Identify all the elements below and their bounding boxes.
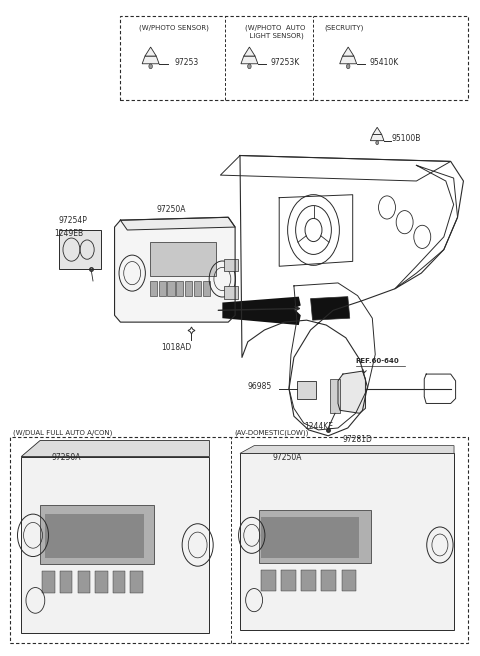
Polygon shape <box>241 56 258 64</box>
Bar <box>40 505 154 564</box>
Bar <box>120 16 468 100</box>
Bar <box>95 571 108 593</box>
Text: (AV-DOMESTIC(LOW)): (AV-DOMESTIC(LOW)) <box>234 430 309 436</box>
Bar <box>150 281 157 296</box>
Text: REF.60-640: REF.60-640 <box>356 358 399 364</box>
Text: 97254P: 97254P <box>59 216 87 225</box>
Bar <box>224 286 238 298</box>
Polygon shape <box>338 371 365 413</box>
Bar <box>261 517 360 558</box>
Bar <box>176 281 183 296</box>
Text: (W/PHOTO SENSOR): (W/PHOTO SENSOR) <box>139 24 209 31</box>
Polygon shape <box>120 217 235 230</box>
Text: 97250A: 97250A <box>273 453 302 462</box>
Text: 95100B: 95100B <box>392 134 421 143</box>
Polygon shape <box>240 445 454 453</box>
Text: 97253: 97253 <box>174 58 198 67</box>
Bar <box>159 281 166 296</box>
Bar <box>281 570 296 591</box>
Bar <box>45 514 144 558</box>
Bar <box>10 438 468 643</box>
Polygon shape <box>372 127 382 134</box>
Text: 96985: 96985 <box>248 382 272 391</box>
Bar <box>240 453 454 630</box>
Circle shape <box>376 141 379 145</box>
Bar <box>342 570 356 591</box>
Circle shape <box>347 64 350 69</box>
Text: 1018AD: 1018AD <box>162 343 192 352</box>
Bar <box>42 571 55 593</box>
Bar <box>330 379 340 413</box>
Polygon shape <box>244 47 255 56</box>
Bar <box>224 259 238 271</box>
Polygon shape <box>21 441 209 457</box>
Polygon shape <box>371 134 384 140</box>
Bar <box>59 230 101 269</box>
Polygon shape <box>145 47 156 56</box>
Circle shape <box>248 64 251 69</box>
Bar <box>259 510 371 563</box>
Bar <box>301 570 316 591</box>
Polygon shape <box>222 297 301 325</box>
Text: 1249EB: 1249EB <box>54 230 83 238</box>
Bar <box>21 457 209 634</box>
Bar <box>113 571 125 593</box>
Bar <box>322 570 336 591</box>
Polygon shape <box>115 217 235 322</box>
Bar <box>60 571 72 593</box>
Polygon shape <box>311 297 350 320</box>
Bar <box>131 571 143 593</box>
Text: 97250A: 97250A <box>52 453 81 462</box>
Bar <box>297 381 316 399</box>
Text: (W/PHOTO  AUTO: (W/PHOTO AUTO <box>245 24 305 31</box>
Polygon shape <box>142 56 159 64</box>
Bar <box>150 242 216 276</box>
Polygon shape <box>343 47 354 56</box>
Text: 1244KE: 1244KE <box>304 422 333 430</box>
Bar <box>185 281 192 296</box>
Text: (SECRUITY): (SECRUITY) <box>324 24 364 31</box>
Bar <box>261 570 276 591</box>
Text: LIGHT SENSOR): LIGHT SENSOR) <box>245 33 303 39</box>
Text: (W/DUAL FULL AUTO A/CON): (W/DUAL FULL AUTO A/CON) <box>13 430 113 436</box>
Text: 97281D: 97281D <box>343 435 372 444</box>
Text: 97250A: 97250A <box>156 205 186 214</box>
Bar <box>78 571 90 593</box>
Polygon shape <box>340 56 357 64</box>
Circle shape <box>149 64 152 69</box>
Bar <box>203 281 210 296</box>
Text: 97253K: 97253K <box>271 58 300 67</box>
Text: 95410K: 95410K <box>370 58 398 67</box>
Bar <box>168 281 175 296</box>
Bar <box>194 281 201 296</box>
